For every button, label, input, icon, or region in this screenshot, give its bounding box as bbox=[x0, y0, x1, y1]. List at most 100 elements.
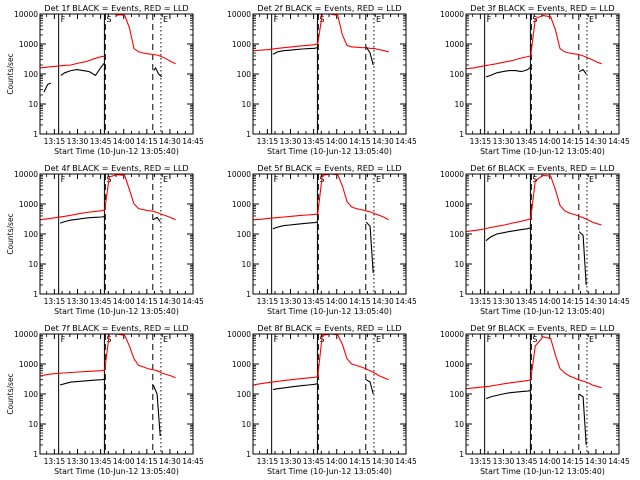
marker-label: E bbox=[163, 15, 168, 24]
plot-frame bbox=[465, 13, 620, 135]
y-tick-label: 1000 bbox=[232, 200, 251, 209]
series-events-black bbox=[485, 227, 587, 286]
y-tick-label: 10 bbox=[241, 100, 251, 109]
marker-label: E bbox=[376, 175, 381, 184]
series-events-black bbox=[485, 390, 587, 446]
y-axis-label: Counts/sec bbox=[6, 213, 15, 254]
marker-label: F bbox=[274, 175, 279, 184]
x-tick-label: 13:30 bbox=[493, 457, 515, 466]
y-tick-label: 1 bbox=[459, 290, 464, 299]
marker-label: F bbox=[487, 175, 492, 184]
marker-label: F bbox=[487, 335, 492, 344]
x-tick-label: 13:30 bbox=[280, 457, 302, 466]
x-axis-label: Start Time (10-Jun-12 13:05:40) bbox=[480, 467, 605, 476]
x-tick-label: 14:30 bbox=[159, 457, 181, 466]
x-tick-label: 13:30 bbox=[493, 137, 515, 146]
panel-2: Det 2f BLACK = Events, RED = LLD Start Ti… bbox=[227, 3, 417, 156]
y-tick-label: 1 bbox=[33, 450, 38, 459]
x-tick-label: 14:45 bbox=[395, 137, 417, 146]
y-tick-label: 10 bbox=[241, 260, 251, 269]
panel-title: Det 3f BLACK = Events, RED = LLD bbox=[470, 3, 614, 13]
x-tick-label: 14:45 bbox=[395, 457, 417, 466]
x-tick-label: 14:15 bbox=[349, 297, 371, 306]
x-tick-label: 14:15 bbox=[136, 457, 158, 466]
panel-title: Det 6f BLACK = Events, RED = LLD bbox=[470, 163, 614, 173]
y-tick-label: 1000 bbox=[232, 360, 251, 369]
plot-frame bbox=[465, 173, 620, 295]
y-tick-label: 10000 bbox=[227, 10, 251, 19]
y-tick-label: 1000 bbox=[445, 40, 464, 49]
y-tick-label: 10000 bbox=[14, 330, 38, 339]
series-lld-red bbox=[466, 14, 602, 70]
x-tick-label: 14:45 bbox=[395, 297, 417, 306]
marker-label: S bbox=[106, 15, 111, 24]
x-tick-label: 14:00 bbox=[113, 137, 135, 146]
series-events-black bbox=[59, 378, 161, 436]
x-tick-label: 13:30 bbox=[493, 297, 515, 306]
x-tick-label: 14:00 bbox=[539, 297, 561, 306]
marker-label: E bbox=[376, 335, 381, 344]
x-tick-label: 14:30 bbox=[585, 297, 607, 306]
plot-frame bbox=[252, 173, 407, 295]
y-tick-label: 10000 bbox=[440, 10, 464, 19]
series-events-black bbox=[485, 66, 587, 78]
y-tick-label: 10 bbox=[241, 420, 251, 429]
x-tick-label: 14:00 bbox=[113, 297, 135, 306]
panel-title: Det 5f BLACK = Events, RED = LLD bbox=[257, 163, 401, 173]
y-tick-label: 10000 bbox=[14, 170, 38, 179]
series-lld-red bbox=[466, 174, 602, 233]
y-tick-label: 1 bbox=[33, 290, 38, 299]
x-tick-label: 14:00 bbox=[113, 457, 135, 466]
y-tick-label: 10 bbox=[454, 100, 464, 109]
x-tick-label: 14:30 bbox=[159, 297, 181, 306]
x-tick-label: 14:00 bbox=[539, 137, 561, 146]
x-tick-label: 14:00 bbox=[326, 457, 348, 466]
y-tick-label: 100 bbox=[237, 230, 252, 239]
x-tick-label: 13:30 bbox=[67, 297, 89, 306]
y-tick-label: 10 bbox=[454, 260, 464, 269]
x-tick-label: 13:30 bbox=[280, 297, 302, 306]
series-events-black bbox=[59, 216, 161, 224]
y-tick-label: 100 bbox=[24, 230, 39, 239]
x-tick-label: 14:15 bbox=[562, 297, 584, 306]
x-axis-label: Start Time (10-Jun-12 13:05:40) bbox=[480, 307, 605, 316]
x-tick-label: 13:45 bbox=[90, 457, 112, 466]
series-events-black bbox=[43, 62, 163, 93]
marker-label: E bbox=[589, 335, 594, 344]
x-tick-label: 13:30 bbox=[280, 137, 302, 146]
y-tick-label: 100 bbox=[450, 70, 465, 79]
y-tick-label: 10 bbox=[454, 420, 464, 429]
x-tick-label: 13:30 bbox=[67, 137, 89, 146]
y-tick-label: 1 bbox=[459, 130, 464, 139]
series-lld-red bbox=[40, 14, 176, 69]
y-tick-label: 100 bbox=[450, 230, 465, 239]
marker-label: F bbox=[61, 15, 66, 24]
x-tick-label: 14:15 bbox=[562, 457, 584, 466]
y-tick-label: 100 bbox=[24, 70, 39, 79]
x-tick-label: 14:45 bbox=[182, 297, 204, 306]
y-tick-label: 1 bbox=[459, 450, 464, 459]
x-tick-label: 14:15 bbox=[349, 457, 371, 466]
panel-9: Det 9f BLACK = Events, RED = LLD Start Ti… bbox=[440, 323, 630, 476]
marker-label: E bbox=[163, 335, 168, 344]
series-lld-red bbox=[40, 174, 176, 221]
x-tick-label: 14:15 bbox=[136, 137, 158, 146]
series-lld-red bbox=[253, 14, 389, 53]
x-tick-label: 14:45 bbox=[608, 297, 630, 306]
series-events-black bbox=[272, 46, 374, 66]
y-tick-label: 10000 bbox=[14, 10, 38, 19]
y-tick-label: 1000 bbox=[445, 360, 464, 369]
marker-label: F bbox=[61, 335, 66, 344]
x-tick-label: 13:15 bbox=[257, 297, 279, 306]
y-tick-label: 100 bbox=[24, 390, 39, 399]
x-tick-label: 14:45 bbox=[182, 137, 204, 146]
panel-title: Det 7f BLACK = Events, RED = LLD bbox=[44, 323, 188, 333]
plot-frame bbox=[39, 13, 194, 135]
x-axis-label: Start Time (10-Jun-12 13:05:40) bbox=[267, 467, 392, 476]
panel-title: Det 1f BLACK = Events, RED = LLD bbox=[44, 3, 188, 13]
x-axis-label: Start Time (10-Jun-12 13:05:40) bbox=[267, 147, 392, 156]
plot-frame bbox=[39, 173, 194, 295]
y-tick-label: 1 bbox=[246, 450, 251, 459]
plot-frame bbox=[465, 333, 620, 455]
x-axis-label: Start Time (10-Jun-12 13:05:40) bbox=[54, 307, 179, 316]
